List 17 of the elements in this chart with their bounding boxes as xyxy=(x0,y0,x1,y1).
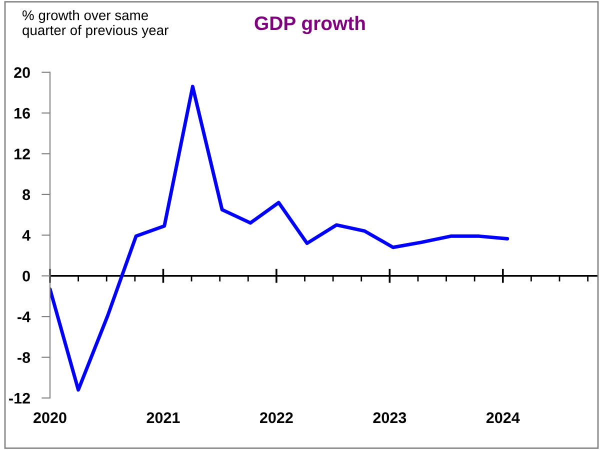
y-tick-label: -12 xyxy=(9,392,30,404)
x-tick-label: 2022 xyxy=(260,412,293,424)
x-tick-label: 2024 xyxy=(486,412,520,424)
y-tick-label: 0 xyxy=(22,270,30,282)
x-tick-label: 2020 xyxy=(34,412,66,424)
y-tick-label: -4 xyxy=(18,312,30,322)
y-tick-label: 8 xyxy=(22,189,30,200)
y-tick-label: 4 xyxy=(22,230,30,241)
y-axis-title: % growth over same quarter of previous year xyxy=(22,10,168,38)
x-tick-label: 2021 xyxy=(146,412,180,424)
y-tick-label: 12 xyxy=(14,148,30,160)
y-tick-label: -8 xyxy=(18,352,30,363)
chart-title: GDP growth xyxy=(254,16,365,34)
line-series xyxy=(50,84,510,392)
x-tick-label: 2023 xyxy=(373,412,406,424)
y-tick-label: 16 xyxy=(14,108,30,119)
y-tick-label: 20 xyxy=(14,67,30,78)
